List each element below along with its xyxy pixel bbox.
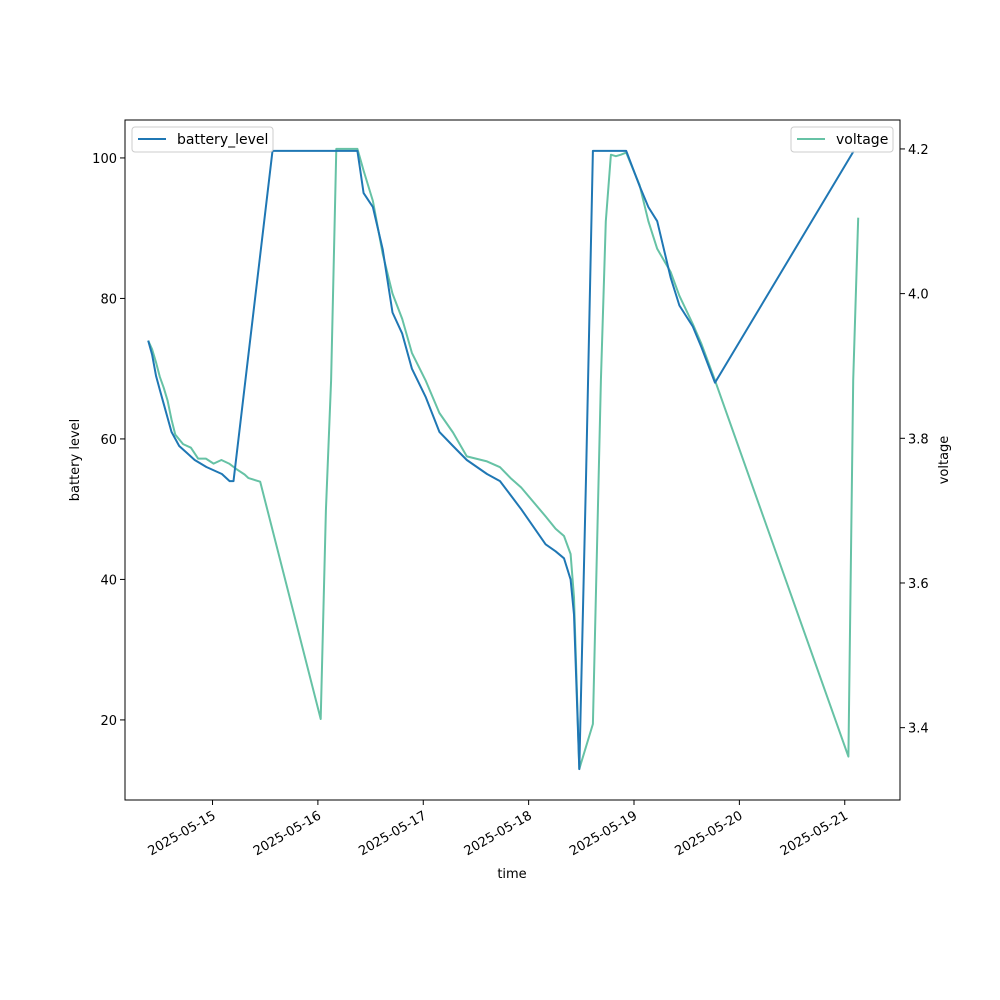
left-y-axis-label: battery level [68, 419, 83, 502]
legend-right-label: voltage [836, 132, 888, 148]
x-axis-label: time [497, 867, 526, 882]
right-y-axis-label: voltage [937, 436, 952, 485]
left-y-axis-ticks: 20 40 60 80 100 [92, 152, 125, 729]
series-line-battery-level [147, 149, 855, 771]
right-y-tick-label: 3.4 [908, 722, 929, 737]
legend-right: voltage [790, 126, 894, 153]
right-y-tick-label: 3.8 [908, 432, 929, 447]
left-y-tick-label: 80 [100, 292, 117, 307]
legend-left-label: battery_level [177, 132, 268, 148]
left-y-tick-label: 40 [100, 573, 117, 588]
right-y-tick-label: 4.2 [908, 143, 929, 158]
right-y-axis-ticks: 3.4 3.6 3.8 4.0 4.2 [900, 143, 929, 737]
legend-right-box [790, 126, 894, 153]
right-y-tick-label: 3.6 [908, 577, 929, 592]
legend-left: battery_level [131, 126, 274, 153]
left-y-tick-label: 20 [100, 714, 117, 729]
plot-lines [147, 147, 860, 771]
left-y-tick-label: 100 [92, 152, 117, 167]
left-y-tick-label: 60 [100, 433, 117, 448]
legend-left-box [131, 126, 274, 153]
plot-frame [124, 119, 901, 801]
right-y-tick-label: 4.0 [908, 288, 929, 303]
